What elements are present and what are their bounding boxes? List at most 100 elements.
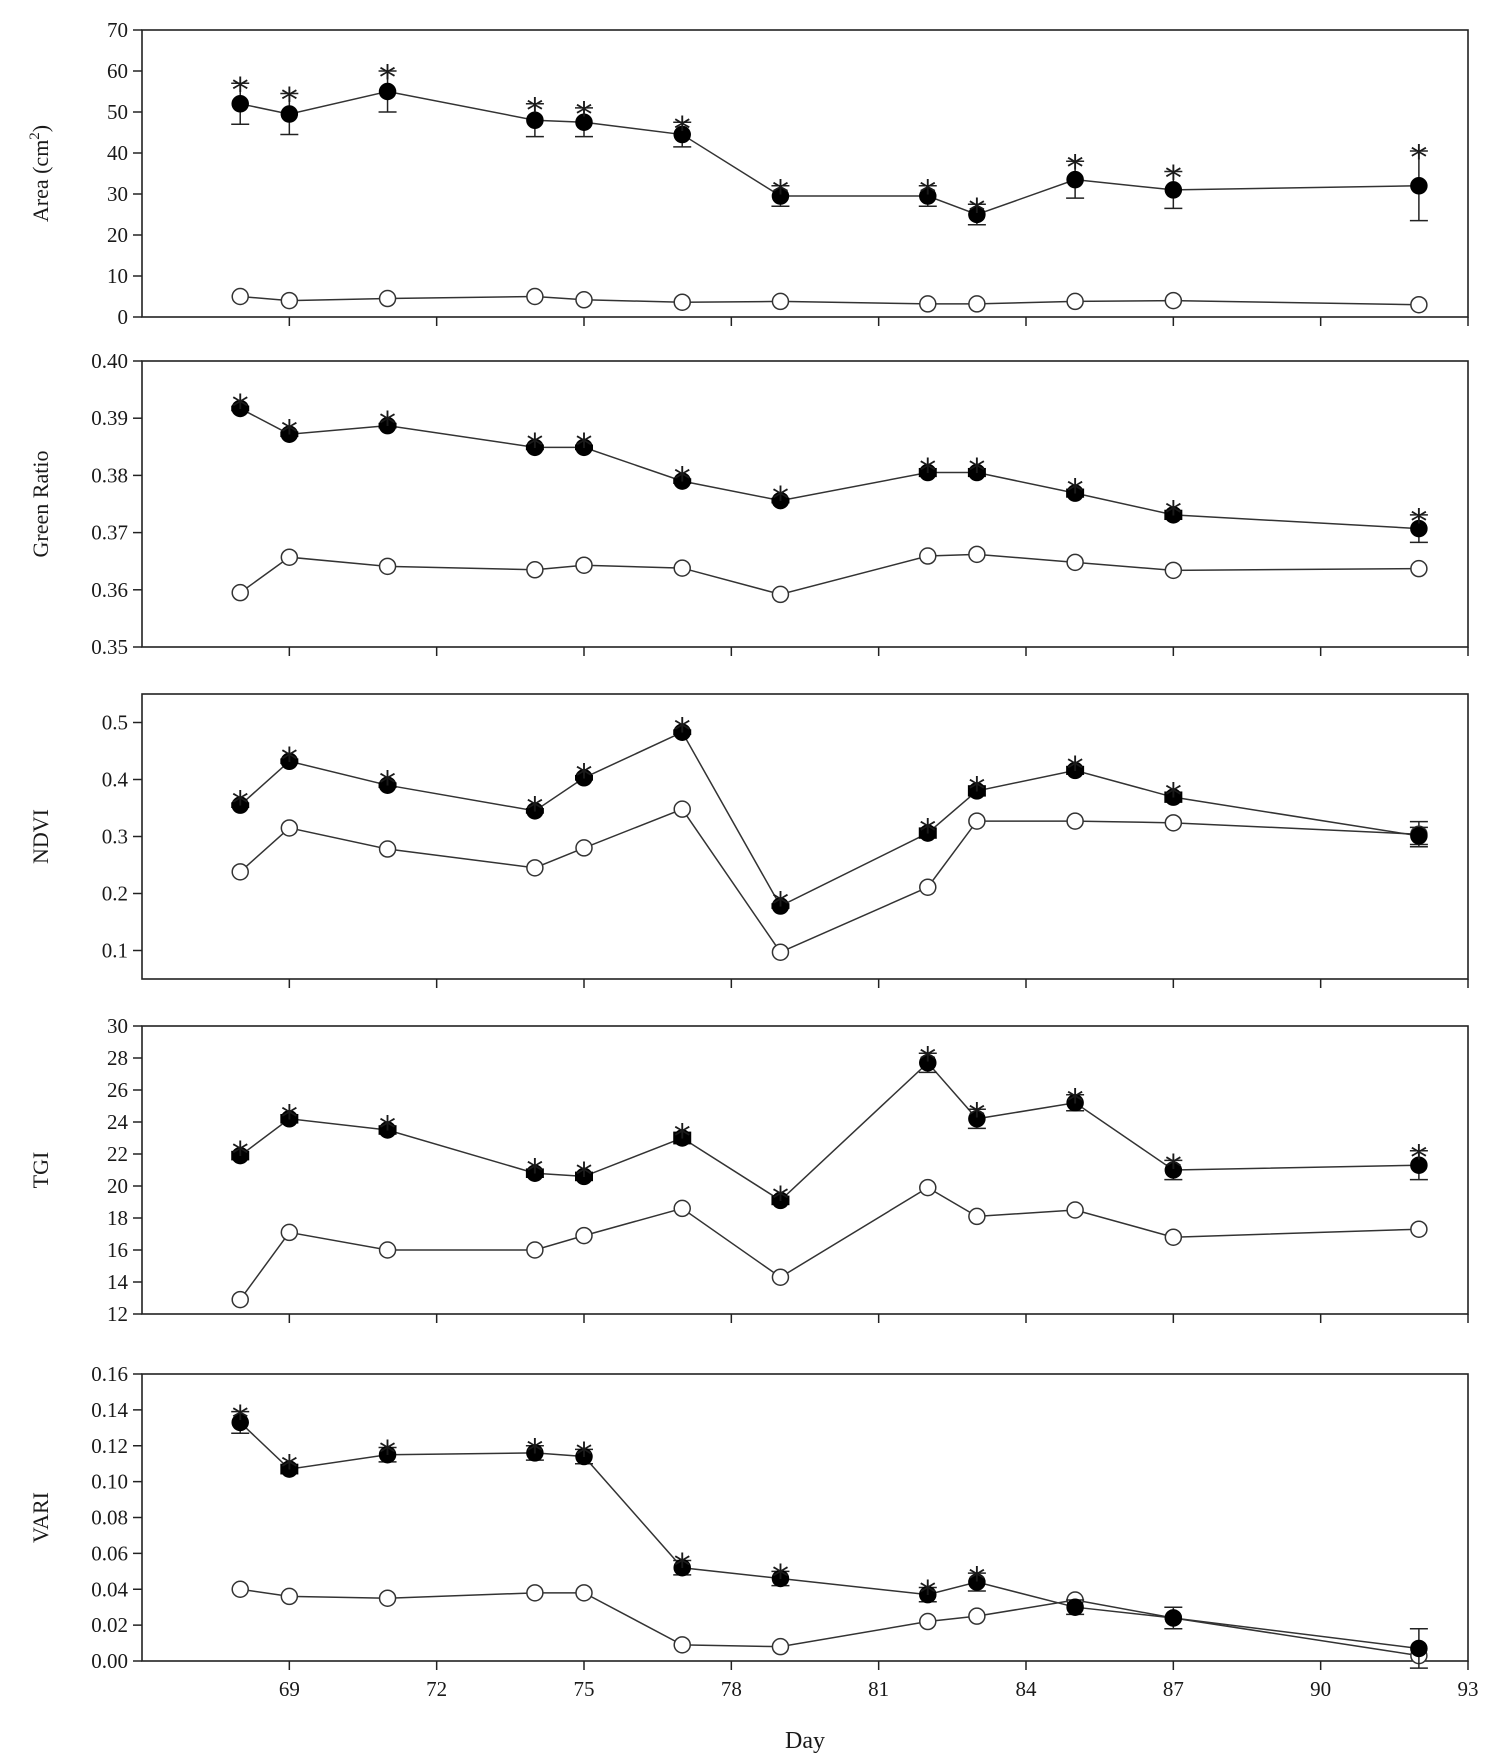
x-tick-label: 90 — [1310, 1677, 1331, 1701]
data-point — [919, 824, 937, 842]
data-point — [526, 802, 544, 820]
y-axis-label: Area (cm2) — [27, 125, 53, 222]
significance-star: * — [281, 81, 298, 121]
significance-star: * — [1410, 1138, 1427, 1178]
data-point — [575, 556, 593, 574]
data-point — [231, 863, 249, 881]
data-point — [771, 585, 790, 604]
data-point — [919, 547, 937, 565]
data-point — [771, 1637, 790, 1656]
y-tick-label: 0.37 — [91, 521, 128, 545]
significance-star: * — [526, 790, 543, 830]
y-tick-label: 30 — [107, 1014, 128, 1038]
data-point — [526, 1241, 544, 1259]
significance-star: * — [281, 1098, 298, 1138]
significance-star: * — [674, 460, 691, 500]
data-point — [378, 1445, 397, 1464]
data-point — [378, 776, 397, 794]
data-point — [1066, 1598, 1084, 1616]
data-point — [231, 1290, 249, 1309]
data-point — [378, 82, 397, 101]
y-tick-label: 0.1 — [102, 939, 128, 963]
significance-star: * — [576, 426, 593, 466]
significance-star: * — [919, 1574, 936, 1614]
significance-star: * — [232, 387, 249, 427]
x-tick-label: 87 — [1163, 1677, 1184, 1701]
data-point — [1410, 177, 1428, 195]
plot-frame — [141, 29, 1469, 318]
data-point — [526, 1444, 544, 1462]
significance-star: * — [1410, 502, 1427, 542]
significance-star: * — [526, 426, 543, 466]
significance-star: * — [968, 452, 985, 492]
plot-frame — [141, 693, 1469, 980]
data-point — [771, 491, 790, 510]
significance-star: * — [1410, 138, 1427, 178]
y-tick-label: 14 — [107, 1270, 129, 1294]
significance-star: * — [674, 1117, 691, 1157]
data-point — [968, 463, 986, 482]
significance-star: * — [968, 191, 985, 231]
data-point — [919, 187, 937, 205]
data-point — [526, 1584, 544, 1602]
data-point — [280, 548, 299, 566]
y-tick-label: 28 — [107, 1046, 128, 1070]
data-point — [575, 113, 593, 131]
significance-star: * — [576, 1436, 593, 1476]
series-line — [240, 295, 1419, 306]
data-point — [968, 1207, 986, 1226]
data-point — [526, 111, 544, 129]
data-point — [526, 859, 544, 877]
data-point — [280, 1587, 299, 1606]
y-axis-label: VARI — [28, 1492, 53, 1543]
data-point — [1410, 519, 1428, 538]
data-point — [919, 1178, 937, 1197]
data-point — [1164, 788, 1183, 806]
data-point — [231, 796, 249, 814]
significance-star: * — [772, 1179, 789, 1219]
significance-star: * — [1067, 1082, 1084, 1122]
significance-star: * — [379, 405, 396, 445]
panel-3: 0.1 0.2 0.3 0.4 0.5 NDVI * * * * * * * * * * * — [28, 693, 1469, 988]
series-filled: * * * * * * * * * * * * — [231, 387, 1428, 544]
significance-star: * — [772, 885, 789, 925]
data-point — [231, 95, 249, 113]
data-point — [526, 438, 544, 457]
data-point — [1164, 1161, 1183, 1179]
significance-star: * — [772, 173, 789, 213]
y-tick-label: 22 — [107, 1142, 128, 1166]
data-point — [280, 1460, 299, 1478]
data-point — [280, 425, 299, 443]
data-point — [1410, 295, 1428, 314]
panel-5: 0.00 0.02 0.04 0.06 0.08 0.10 0.12 0.14 0.16 69 72… — [28, 1362, 1479, 1701]
y-tick-label: 0 — [118, 305, 129, 329]
series-line — [239, 553, 1419, 596]
data-point — [1164, 1228, 1183, 1246]
data-point — [378, 840, 397, 858]
data-point — [1410, 1220, 1428, 1238]
data-point — [771, 1569, 790, 1588]
x-tick-label: 69 — [279, 1677, 300, 1701]
significance-star: * — [379, 1434, 396, 1474]
y-axis-label: Green Ratio — [28, 451, 53, 558]
y-tick-label: 0.00 — [91, 1649, 128, 1673]
data-point — [968, 295, 986, 313]
data-point — [575, 769, 593, 787]
y-tick-label: 18 — [107, 1206, 128, 1230]
data-point — [673, 293, 691, 311]
significance-star: * — [772, 1557, 789, 1597]
data-point — [1410, 1639, 1428, 1658]
data-point — [1164, 291, 1183, 310]
data-point — [575, 438, 593, 457]
x-tick-label: 72 — [426, 1677, 447, 1701]
x-tick-label: 78 — [721, 1677, 742, 1701]
data-point — [231, 287, 249, 306]
series-line — [239, 731, 1420, 908]
series-line — [239, 1421, 1419, 1650]
data-point — [575, 1167, 593, 1186]
data-point — [280, 1110, 299, 1128]
data-point — [771, 1191, 790, 1210]
data-point — [968, 782, 986, 800]
y-tick-label: 30 — [107, 182, 128, 206]
data-point — [231, 583, 249, 602]
